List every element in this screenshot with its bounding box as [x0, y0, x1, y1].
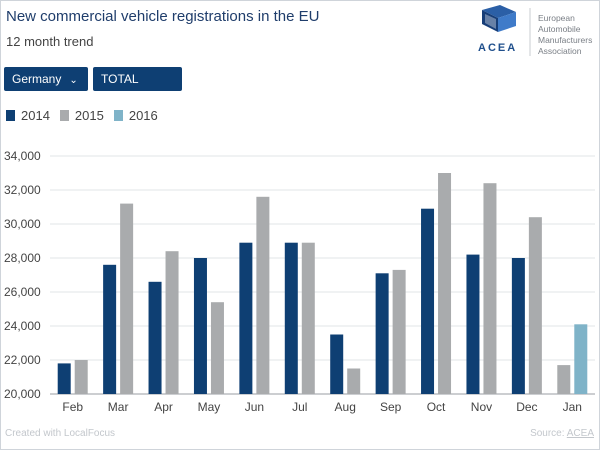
x-tick-label: Aug — [335, 400, 356, 414]
legend-swatch — [59, 110, 69, 121]
bar-2015-Jan[interactable] — [557, 365, 571, 394]
legend-label: 2016 — [128, 108, 158, 123]
footer-credit: Created with LocalFocus — [5, 428, 116, 439]
x-tick-label: Apr — [154, 400, 173, 414]
bar-2014-Oct[interactable] — [421, 208, 435, 394]
acea-logo-icon — [482, 5, 531, 56]
chevron-down-icon: ⌄ — [69, 75, 78, 86]
bar-2014-Jun[interactable] — [239, 242, 253, 394]
y-tick-label: 24,000 — [4, 319, 41, 333]
bar-2014-Jul[interactable] — [284, 242, 298, 394]
acea-org-name: European Automobile Manufacturers Associ… — [538, 13, 600, 57]
bar-2015-Aug[interactable] — [347, 368, 361, 395]
bar-2014-Sep[interactable] — [375, 273, 389, 394]
bar-chart: 20,000 22,000 24,000 26,000 28,000 30,000 32,0… — [4, 149, 595, 414]
x-tick-label: Feb — [62, 400, 83, 414]
x-tick-label: Sep — [380, 400, 402, 414]
legend-item-2015[interactable]: 2015 — [59, 108, 104, 123]
legend-label: 2014 — [21, 108, 50, 123]
bar-2014-Dec[interactable] — [511, 258, 525, 394]
y-tick-label: 26,000 — [4, 285, 41, 299]
source-link[interactable]: ACEA — [566, 428, 594, 439]
legend-swatch — [6, 110, 15, 121]
x-tick-label: Jan — [563, 400, 582, 414]
x-tick-label: Mar — [108, 400, 129, 414]
x-tick-label: May — [198, 400, 221, 414]
bar-2014-Aug[interactable] — [330, 334, 344, 395]
bar-2015-May[interactable] — [210, 302, 224, 394]
y-tick-label: 32,000 — [4, 183, 41, 197]
bar-2015-Sep[interactable] — [392, 269, 406, 394]
country-dropdown[interactable]: Germany ⌄ — [4, 67, 88, 91]
vehicle-type-dropdown-label: TOTAL CV — [101, 72, 139, 110]
x-tick-label: Nov — [471, 400, 492, 414]
acea-org-line: European — [538, 13, 575, 23]
vehicle-type-dropdown[interactable]: TOTAL CV ⌄ — [93, 67, 182, 110]
bar-2015-Feb[interactable] — [74, 360, 88, 394]
x-tick-label: Jul — [292, 400, 307, 414]
y-tick-label: 20,000 — [4, 387, 41, 401]
bar-2014-Mar[interactable] — [103, 264, 117, 394]
bar-2015-Mar[interactable] — [120, 203, 134, 394]
bar-2014-Apr[interactable] — [148, 281, 162, 394]
bar-2015-Nov[interactable] — [483, 183, 497, 394]
bar-2016-Jan[interactable] — [574, 324, 588, 394]
y-tick-label: 34,000 — [4, 149, 41, 163]
chart-legend: 2014 2015 2016 — [6, 108, 168, 123]
bar-2015-Jul[interactable] — [301, 242, 315, 394]
y-tick-label: 30,000 — [4, 217, 41, 231]
bar-2015-Oct[interactable] — [438, 173, 452, 394]
y-tick-label: 28,000 — [4, 251, 41, 265]
country-dropdown-label: Germany — [12, 72, 62, 86]
bar-2015-Dec[interactable] — [528, 217, 542, 394]
y-tick-label: 22,000 — [4, 353, 41, 367]
legend-item-2014[interactable]: 2014 — [6, 108, 50, 123]
bar-2015-Jun[interactable] — [256, 196, 270, 394]
chart-subtitle: 12 month trend — [6, 34, 94, 49]
acea-cube-icon — [482, 5, 516, 32]
source-label: Source: — [530, 428, 565, 439]
x-tick-label: Dec — [516, 400, 537, 414]
bar-2014-Nov[interactable] — [466, 254, 480, 394]
acea-org-line: Association — [538, 46, 582, 56]
bar-2014-May[interactable] — [193, 258, 207, 394]
legend-swatch — [113, 110, 123, 121]
bar-2015-Apr[interactable] — [165, 251, 179, 394]
chart-title: New commercial vehicle registrations in … — [6, 8, 320, 25]
bar-2014-Feb[interactable] — [57, 363, 71, 394]
legend-label: 2015 — [74, 108, 104, 123]
x-tick-label: Jun — [245, 400, 264, 414]
acea-wordmark: ACEA — [478, 42, 518, 54]
acea-org-line: Manufacturers — [538, 35, 593, 45]
footer-source: Source: ACEA — [530, 428, 594, 439]
chevron-down-icon: ⌄ — [125, 99, 135, 110]
acea-org-line: Automobile — [538, 24, 581, 34]
x-tick-label: Oct — [427, 400, 446, 414]
legend-item-2016[interactable]: 2016 — [113, 108, 158, 123]
